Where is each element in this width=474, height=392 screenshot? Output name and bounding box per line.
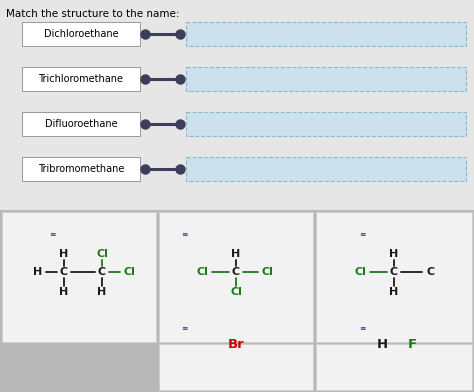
Text: Cl: Cl: [196, 267, 208, 277]
Bar: [159, 344, 313, 390]
Bar: [2, 212, 156, 342]
Bar: [316, 344, 472, 390]
Text: H: H: [59, 287, 69, 297]
Text: Tribromomethane: Tribromomethane: [38, 164, 124, 174]
Text: ≡: ≡: [181, 324, 187, 333]
Bar: [186, 22, 466, 46]
Text: ≡: ≡: [359, 230, 365, 239]
Text: H: H: [231, 249, 241, 259]
Text: H: H: [59, 249, 69, 259]
Bar: [186, 157, 466, 181]
Text: Difluoroethane: Difluoroethane: [45, 119, 117, 129]
Text: C: C: [60, 267, 68, 277]
Text: ≡: ≡: [181, 230, 187, 239]
Text: ≡: ≡: [359, 324, 365, 333]
Bar: [186, 67, 466, 91]
Bar: [22, 22, 140, 46]
Text: Cl: Cl: [262, 267, 274, 277]
Bar: [159, 212, 313, 342]
Bar: [316, 212, 472, 342]
Text: C: C: [232, 267, 240, 277]
Text: C: C: [427, 267, 435, 277]
Text: Cl: Cl: [230, 287, 242, 297]
Text: H: H: [33, 267, 42, 277]
Bar: [22, 157, 140, 181]
Text: F: F: [408, 338, 417, 350]
Bar: [0, 210, 474, 392]
Text: Match the structure to the name:: Match the structure to the name:: [6, 9, 180, 19]
Text: Cl: Cl: [124, 267, 136, 277]
Text: Trichloromethane: Trichloromethane: [38, 74, 124, 84]
Text: H: H: [376, 338, 388, 350]
Text: C: C: [98, 267, 106, 277]
Text: C: C: [390, 267, 398, 277]
Bar: [22, 112, 140, 136]
Text: Dichloroethane: Dichloroethane: [44, 29, 118, 39]
Bar: [22, 67, 140, 91]
Text: Cl: Cl: [96, 249, 108, 259]
Text: H: H: [97, 287, 107, 297]
Bar: [0, 0, 474, 210]
Bar: [186, 112, 466, 136]
Text: Br: Br: [228, 338, 245, 350]
Text: Cl: Cl: [354, 267, 366, 277]
Text: ≡: ≡: [49, 230, 55, 239]
Text: H: H: [389, 287, 399, 297]
Text: H: H: [389, 249, 399, 259]
